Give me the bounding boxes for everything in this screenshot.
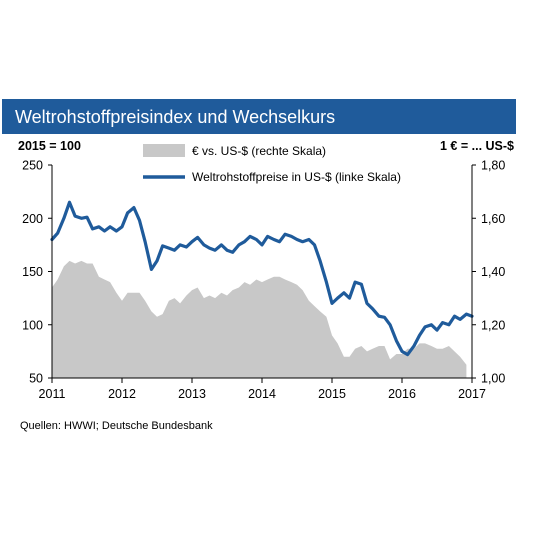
series-line-commodity-prices — [50, 200, 474, 357]
right-axis-unit: 1 € = ... US-$ — [440, 139, 514, 153]
left-tick-label: 50 — [29, 372, 43, 386]
legend-label-commodity-prices: Weltrohstoffpreise in US-$ (linke Skala) — [192, 170, 401, 184]
legend-label-eur-usd: € vs. US-$ (rechte Skala) — [192, 144, 326, 158]
right-tick-label: 1,00 — [481, 372, 505, 386]
x-tick-label: 2013 — [178, 387, 206, 401]
right-tick-label: 1,80 — [481, 159, 505, 173]
series-area-eur-usd — [52, 260, 467, 378]
right-tick-label: 1,40 — [481, 265, 505, 279]
x-tick-label: 2015 — [318, 387, 346, 401]
left-tick-label: 100 — [22, 318, 43, 332]
x-tick-label: 2016 — [388, 387, 416, 401]
title-bar: Weltrohstoffpreisindex und Wechselkurs — [2, 99, 516, 134]
x-tick-label: 2011 — [39, 387, 66, 401]
x-tick-label: 2017 — [458, 387, 486, 401]
right-tick-label: 1,20 — [481, 318, 505, 332]
left-tick-label: 150 — [22, 265, 43, 279]
right-tick-label: 1,60 — [481, 212, 505, 226]
x-tick-label: 2014 — [248, 387, 276, 401]
chart-title: Weltrohstoffpreisindex und Wechselkurs — [15, 107, 336, 127]
legend-swatch-eur-usd — [143, 144, 185, 157]
left-tick-label: 250 — [22, 159, 43, 173]
x-tick-label: 2012 — [108, 387, 136, 401]
source-note: Quellen: HWWI; Deutsche Bundesbank — [20, 420, 213, 432]
left-axis-unit: 2015 = 100 — [18, 139, 81, 153]
left-tick-label: 200 — [22, 212, 43, 226]
